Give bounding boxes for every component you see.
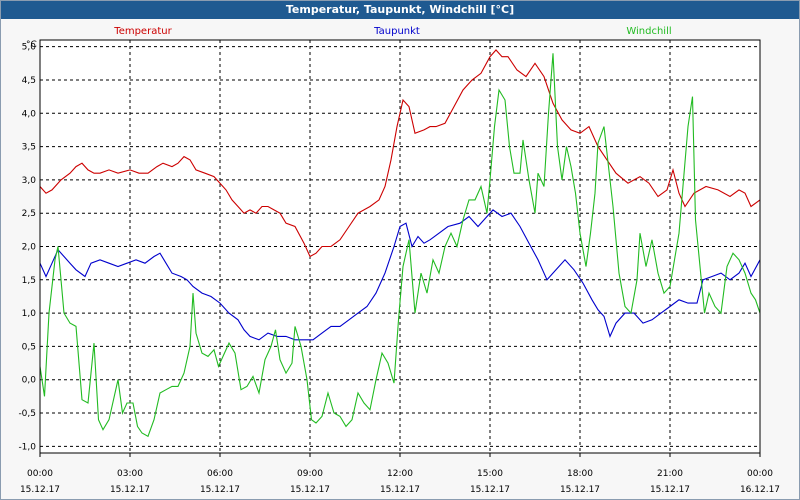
legend-temperatur: Temperatur — [113, 26, 172, 37]
x-tick-date: 15.12.17 — [470, 485, 510, 495]
y-tick-label: 3,0 — [22, 176, 37, 186]
x-tick-time: 03:00 — [117, 469, 143, 479]
y-tick-label: -1,0 — [18, 442, 36, 452]
y-tick-label: 4,5 — [22, 76, 36, 86]
y-tick-label: 2,5 — [22, 209, 36, 219]
y-tick-label: 0,0 — [22, 376, 37, 386]
x-tick-date: 15.12.17 — [110, 485, 150, 495]
series-line-windchill — [40, 53, 760, 438]
y-tick-label: 3,5 — [22, 143, 36, 153]
x-tick-time: 21:00 — [657, 469, 683, 479]
x-tick-time: 12:00 — [387, 469, 413, 479]
y-tick-label: 2,0 — [22, 243, 37, 253]
x-tick-date: 15.12.17 — [650, 485, 690, 495]
x-tick-time: 00:00 — [747, 469, 773, 479]
series-line-temperatur — [40, 49, 760, 258]
y-tick-label: 4,0 — [22, 109, 37, 119]
x-tick-time: 18:00 — [567, 469, 593, 479]
y-tick-label: 1,5 — [22, 276, 36, 286]
series-line-taupunkt — [40, 209, 760, 341]
x-tick-time: 06:00 — [207, 469, 233, 479]
y-tick-label: 5,0 — [22, 43, 37, 53]
legend-taupunkt: Taupunkt — [373, 26, 420, 37]
y-tick-label: 1,0 — [22, 309, 37, 319]
x-tick-date: 15.12.17 — [200, 485, 240, 495]
x-tick-time: 00:00 — [27, 469, 53, 479]
y-tick-label: -0,5 — [18, 409, 36, 419]
x-tick-date: 15.12.17 — [290, 485, 330, 495]
x-tick-date: 15.12.17 — [560, 485, 600, 495]
y-tick-label: 0,5 — [22, 342, 36, 352]
chart-title: Temperatur, Taupunkt, Windchill [°C] — [1, 1, 799, 19]
legend-windchill: Windchill — [626, 26, 671, 37]
plot-border — [39, 39, 761, 454]
x-tick-time: 09:00 — [297, 469, 323, 479]
x-tick-date: 15.12.17 — [380, 485, 420, 495]
x-tick-date: 16.12.17 — [740, 485, 780, 495]
y-axis-label: °C — [26, 40, 37, 50]
x-tick-date: 15.12.17 — [20, 485, 60, 495]
x-tick-time: 15:00 — [477, 469, 503, 479]
